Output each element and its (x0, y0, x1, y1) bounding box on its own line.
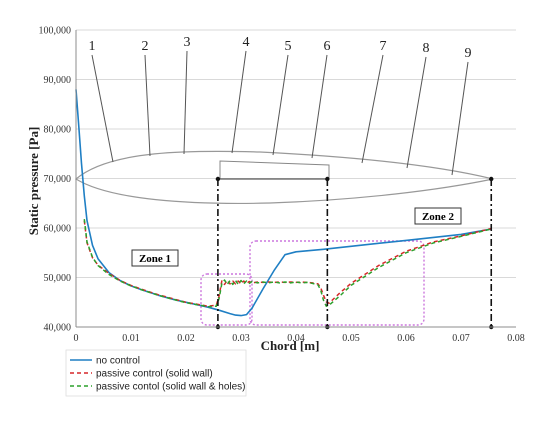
x-tick-label: 0.01 (122, 333, 140, 344)
series-line-1 (75, 89, 492, 317)
x-tick-label: 0.05 (342, 333, 360, 344)
y-tick-label: 60,000 (44, 224, 72, 235)
probe-number: 9 (465, 46, 472, 61)
tick-labels: 40,000 50,000 60,000 70,000 80,000 90,000 100,… (39, 26, 525, 345)
series-line-3 (83, 219, 492, 308)
y-tick-label: 70,000 (44, 174, 72, 185)
y-tick-label: 90,000 (44, 75, 72, 86)
probe-line (361, 54, 384, 164)
probe-line (272, 54, 289, 156)
probe-number: 4 (243, 35, 250, 50)
x-tick-label: 0.02 (177, 333, 195, 344)
x-axis-title: Chord [m] (261, 338, 320, 353)
probe-number: 1 (89, 39, 96, 54)
legend-label: passive contol (solid wall & holes) (96, 382, 246, 393)
x-tick-label: 0.06 (397, 333, 415, 344)
probe-line (144, 54, 151, 157)
cavity-outline (219, 160, 330, 179)
x-tick-label: 0.08 (507, 333, 525, 344)
legend-box (65, 349, 247, 397)
probe-number: 6 (324, 39, 331, 54)
probe-number: 2 (142, 39, 149, 54)
y-tick-label: 80,000 (44, 125, 72, 136)
y-tick-label: 40,000 (44, 323, 72, 334)
y-axis-title: Static pressure [Pa] (26, 127, 41, 236)
x-tick-label: 0.07 (452, 333, 470, 344)
x-tick-label: 0.04 (287, 333, 305, 344)
legend-label: no control (96, 356, 140, 367)
probe-line (451, 61, 469, 176)
marker-dot (325, 176, 330, 182)
probe-number: 3 (184, 35, 191, 50)
marker-dot (489, 176, 494, 182)
probe-number: 8 (423, 41, 430, 56)
probe-number: 5 (285, 39, 292, 54)
probe-line (183, 50, 188, 155)
y-tick-label: 50,000 (44, 273, 72, 284)
legend-label: passive control (solid wall) (96, 369, 213, 380)
x-tick-label: 0.03 (232, 333, 250, 344)
probe-line (231, 50, 247, 154)
legend: no control passive control (solid wall) pa… (65, 349, 247, 397)
series-line-2 (83, 220, 492, 307)
zone-1-label-box (131, 249, 179, 267)
marker-dot (215, 176, 221, 182)
zone-2-label-box (414, 207, 462, 225)
zone-boxes: Zone 1 Zone 2 (131, 207, 462, 326)
zone-2-box (249, 240, 425, 326)
probe-number: 7 (380, 39, 387, 54)
probe-line (91, 54, 114, 163)
probe-line (406, 56, 427, 169)
y-tick-label: 100,000 (39, 26, 72, 37)
zone-2-label: Zone 2 (422, 211, 455, 223)
zone-1-box (200, 273, 253, 326)
zone-1-label: Zone 1 (139, 253, 171, 265)
x-tick-label: 0 (74, 333, 79, 344)
probe-line (311, 54, 328, 159)
axes (75, 30, 516, 328)
series-lines (75, 89, 492, 317)
probe-lines: 1 2 3 4 5 6 7 8 9 (89, 35, 472, 176)
